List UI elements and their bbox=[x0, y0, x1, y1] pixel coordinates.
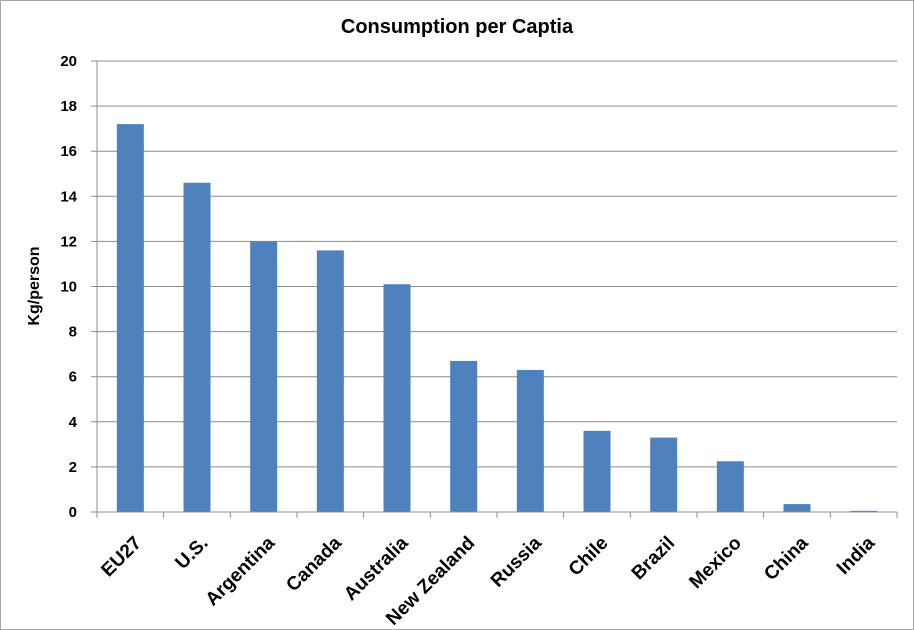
y-tick-label: 18 bbox=[60, 98, 77, 115]
y-tick-label: 8 bbox=[69, 324, 77, 341]
x-tick-label: Brazil bbox=[628, 533, 679, 584]
y-tick-labels: 0 2 4 6 8 10 12 14 16 18 20 bbox=[60, 53, 77, 521]
bar-eu27 bbox=[116, 124, 144, 512]
x-tick-label: U.S. bbox=[172, 533, 213, 574]
y-tick-label: 12 bbox=[60, 233, 77, 250]
x-tick-label: Russia bbox=[487, 532, 546, 591]
y-tick-label: 10 bbox=[60, 279, 77, 296]
x-tick-label: China bbox=[760, 532, 812, 584]
y-tick-label: 4 bbox=[69, 414, 78, 431]
y-axis-label: Kg/person bbox=[26, 246, 43, 325]
x-tick-label: Canada bbox=[282, 532, 346, 596]
x-tick-label: Chile bbox=[565, 533, 613, 581]
bar-u-s bbox=[183, 182, 211, 512]
bar-russia bbox=[516, 369, 544, 512]
x-tick-label: Argentina bbox=[202, 532, 280, 610]
axes bbox=[96, 61, 898, 518]
y-tick-label: 16 bbox=[60, 143, 77, 160]
gridlines bbox=[91, 60, 897, 513]
bar-chile bbox=[583, 430, 611, 512]
chart-title: Consumption per Captia bbox=[341, 16, 574, 38]
bar-argentina bbox=[250, 241, 278, 512]
x-tick-label: India bbox=[833, 532, 880, 579]
y-tick-label: 14 bbox=[60, 188, 77, 205]
bar-china bbox=[783, 504, 811, 512]
y-tick-label: 0 bbox=[69, 504, 77, 521]
bar-india bbox=[850, 510, 878, 512]
bar-new-zealand bbox=[450, 360, 478, 512]
y-tick-label: 2 bbox=[69, 459, 77, 476]
bars bbox=[116, 124, 878, 513]
bar-australia bbox=[383, 284, 411, 512]
x-tick-label: EU27 bbox=[97, 533, 145, 581]
bar-canada bbox=[316, 250, 344, 513]
bar-mexico bbox=[716, 461, 744, 512]
bar-brazil bbox=[650, 437, 678, 512]
y-tick-label: 20 bbox=[60, 53, 77, 70]
y-tick-label: 6 bbox=[69, 369, 77, 386]
x-tick-label: Mexico bbox=[685, 533, 745, 593]
